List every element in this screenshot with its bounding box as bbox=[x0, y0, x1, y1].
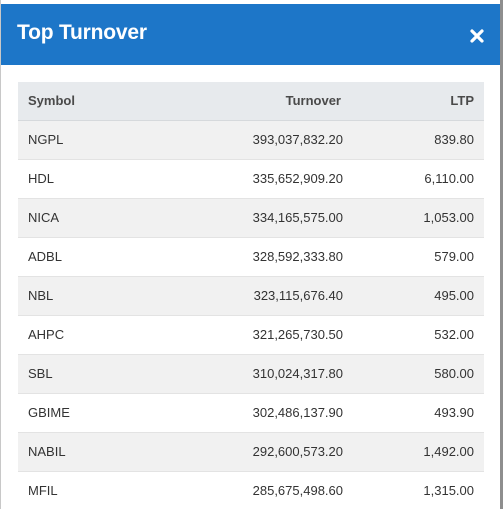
table-row[interactable]: NICA 334,165,575.00 1,053.00 bbox=[18, 198, 484, 238]
table-row[interactable]: GBIME 302,486,137.90 493.90 bbox=[18, 393, 484, 433]
cell-turnover: 334,165,575.00 bbox=[168, 198, 343, 238]
cell-ltp: 579.00 bbox=[343, 237, 484, 277]
column-header-symbol[interactable]: Symbol bbox=[18, 82, 168, 121]
cell-symbol: ADBL bbox=[18, 237, 168, 277]
cell-ltp: 1,053.00 bbox=[343, 198, 484, 238]
turnover-table-container: Symbol Turnover LTP NGPL 393,037,832.20 … bbox=[18, 82, 484, 509]
column-header-ltp[interactable]: LTP bbox=[343, 82, 484, 121]
cell-symbol: NBL bbox=[18, 276, 168, 316]
table-row[interactable]: AHPC 321,265,730.50 532.00 bbox=[18, 315, 484, 355]
cell-turnover: 292,600,573.20 bbox=[168, 432, 343, 472]
cell-turnover: 323,115,676.40 bbox=[168, 276, 343, 316]
table-row[interactable]: NBL 323,115,676.40 495.00 bbox=[18, 276, 484, 316]
cell-turnover: 302,486,137.90 bbox=[168, 393, 343, 433]
column-header-turnover[interactable]: Turnover bbox=[168, 82, 343, 121]
cell-ltp: 493.90 bbox=[343, 393, 484, 433]
cell-turnover: 310,024,317.80 bbox=[168, 354, 343, 394]
cell-ltp: 1,315.00 bbox=[343, 471, 484, 509]
cell-ltp: 495.00 bbox=[343, 276, 484, 316]
cell-turnover: 285,675,498.60 bbox=[168, 471, 343, 509]
cell-symbol: NICA bbox=[18, 198, 168, 238]
table-row[interactable]: NGPL 393,037,832.20 839.80 bbox=[18, 120, 484, 160]
cell-symbol: GBIME bbox=[18, 393, 168, 433]
close-button[interactable] bbox=[463, 22, 491, 50]
cell-turnover: 321,265,730.50 bbox=[168, 315, 343, 355]
cell-turnover: 335,652,909.20 bbox=[168, 159, 343, 199]
table-row[interactable]: NABIL 292,600,573.20 1,492.00 bbox=[18, 432, 484, 472]
cell-symbol: NABIL bbox=[18, 432, 168, 472]
close-icon bbox=[470, 29, 484, 43]
cell-symbol: SBL bbox=[18, 354, 168, 394]
modal-title: Top Turnover bbox=[17, 21, 147, 44]
table-row[interactable]: HDL 335,652,909.20 6,110.00 bbox=[18, 159, 484, 199]
cell-ltp: 6,110.00 bbox=[343, 159, 484, 199]
cell-ltp: 580.00 bbox=[343, 354, 484, 394]
modal-header: Top Turnover bbox=[1, 4, 500, 65]
turnover-table: Symbol Turnover LTP NGPL 393,037,832.20 … bbox=[18, 82, 484, 509]
table-header-row: Symbol Turnover LTP bbox=[18, 82, 484, 121]
cell-ltp: 532.00 bbox=[343, 315, 484, 355]
cell-turnover: 328,592,333.80 bbox=[168, 237, 343, 277]
cell-symbol: HDL bbox=[18, 159, 168, 199]
cell-symbol: MFIL bbox=[18, 471, 168, 509]
cell-symbol: AHPC bbox=[18, 315, 168, 355]
table-row[interactable]: MFIL 285,675,498.60 1,315.00 bbox=[18, 471, 484, 509]
cell-ltp: 839.80 bbox=[343, 120, 484, 160]
cell-ltp: 1,492.00 bbox=[343, 432, 484, 472]
table-row[interactable]: SBL 310,024,317.80 580.00 bbox=[18, 354, 484, 394]
cell-symbol: NGPL bbox=[18, 120, 168, 160]
table-row[interactable]: ADBL 328,592,333.80 579.00 bbox=[18, 237, 484, 277]
scrollbar-track[interactable] bbox=[500, 0, 503, 509]
cell-turnover: 393,037,832.20 bbox=[168, 120, 343, 160]
